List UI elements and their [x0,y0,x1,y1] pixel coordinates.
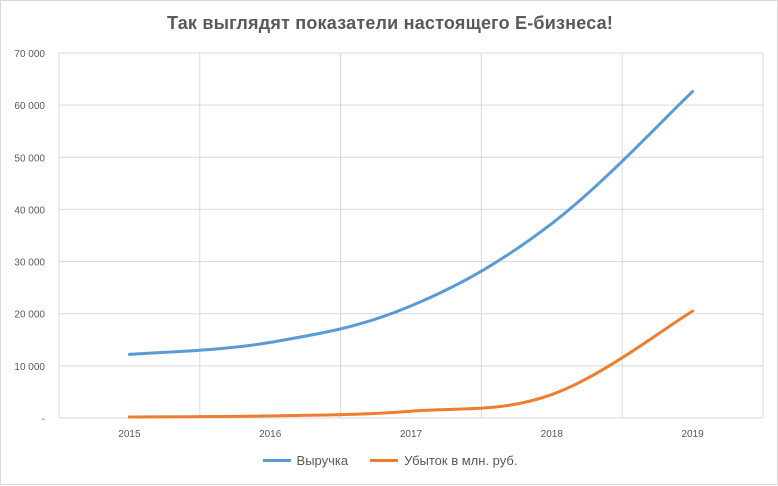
chart-title: Так выглядят показатели настоящего Е-биз… [166,13,614,33]
y-tick-label: 70 000 [14,49,45,60]
legend-item-loss: Убыток в млн. руб. [370,453,517,468]
legend-item-revenue: Выручка [262,453,349,468]
x-tick-label: 2016 [259,429,282,440]
y-tick-label: 10 000 [14,362,45,373]
chart-legend: Выручка Убыток в млн. руб. [1,453,778,468]
x-tick-label: 2015 [118,429,141,440]
y-tick-label: - [42,414,45,425]
legend-swatch-loss [370,459,399,462]
legend-swatch-revenue [262,459,291,462]
y-tick-label: 60 000 [14,101,45,112]
legend-label-loss: Убыток в млн. руб. [404,453,518,468]
y-tick-label: 50 000 [14,153,45,164]
y-tick-label: 20 000 [14,310,45,321]
y-tick-label: 40 000 [14,205,45,216]
y-tick-label: 30 000 [14,258,45,269]
x-tick-label: 2018 [541,429,564,440]
x-tick-label: 2017 [400,429,423,440]
legend-label-revenue: Выручка [296,453,349,468]
x-tick-label: 2019 [681,429,704,440]
series-line-loss [127,309,695,419]
series-line-revenue [127,90,695,356]
